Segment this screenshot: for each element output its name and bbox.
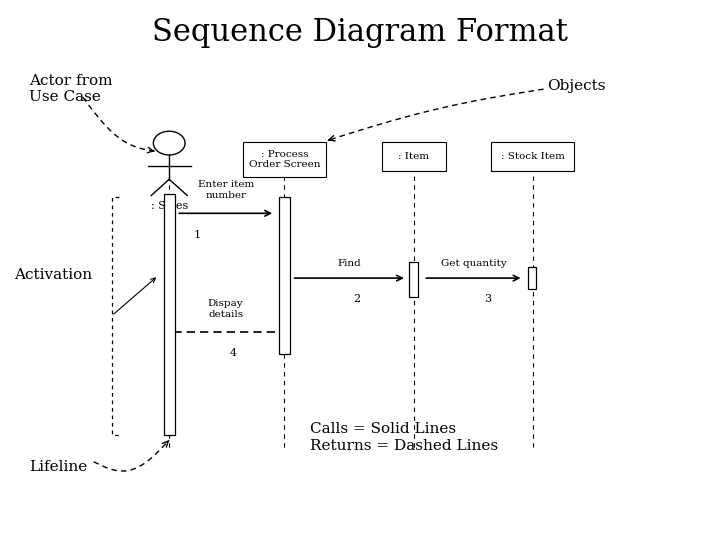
Text: Activation: Activation [14, 268, 93, 282]
Text: 3: 3 [485, 294, 491, 305]
Text: Sequence Diagram Format: Sequence Diagram Format [152, 17, 568, 48]
Text: Enter item
number: Enter item number [197, 180, 254, 200]
Text: Calls = Solid Lines
Returns = Dashed Lines: Calls = Solid Lines Returns = Dashed Lin… [310, 422, 498, 453]
Text: : Process
Order Screen: : Process Order Screen [248, 150, 320, 169]
Text: Get quantity: Get quantity [441, 259, 506, 268]
Text: Find: Find [338, 259, 361, 268]
Text: Lifeline: Lifeline [29, 460, 87, 474]
Bar [279, 197, 290, 354]
Text: 2: 2 [353, 294, 360, 305]
Text: : Sales: : Sales [150, 201, 188, 211]
Bar [409, 262, 418, 297]
Bar [528, 267, 536, 289]
Text: : Stock Item: : Stock Item [501, 152, 564, 161]
Text: Objects: Objects [547, 79, 606, 93]
Bar [382, 141, 446, 172]
Bar [243, 141, 325, 177]
Bar [164, 194, 175, 435]
Bar [491, 141, 575, 172]
Text: Dispay
details: Dispay details [208, 299, 243, 319]
Text: Actor from
Use Case: Actor from Use Case [29, 74, 112, 104]
Text: 4: 4 [230, 348, 236, 359]
Text: 1: 1 [194, 230, 200, 240]
Text: : Item: : Item [398, 152, 430, 161]
